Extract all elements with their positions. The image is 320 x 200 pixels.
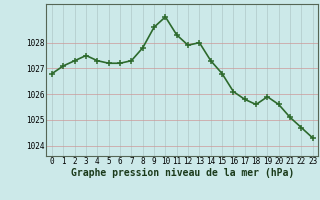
- X-axis label: Graphe pression niveau de la mer (hPa): Graphe pression niveau de la mer (hPa): [71, 168, 294, 178]
